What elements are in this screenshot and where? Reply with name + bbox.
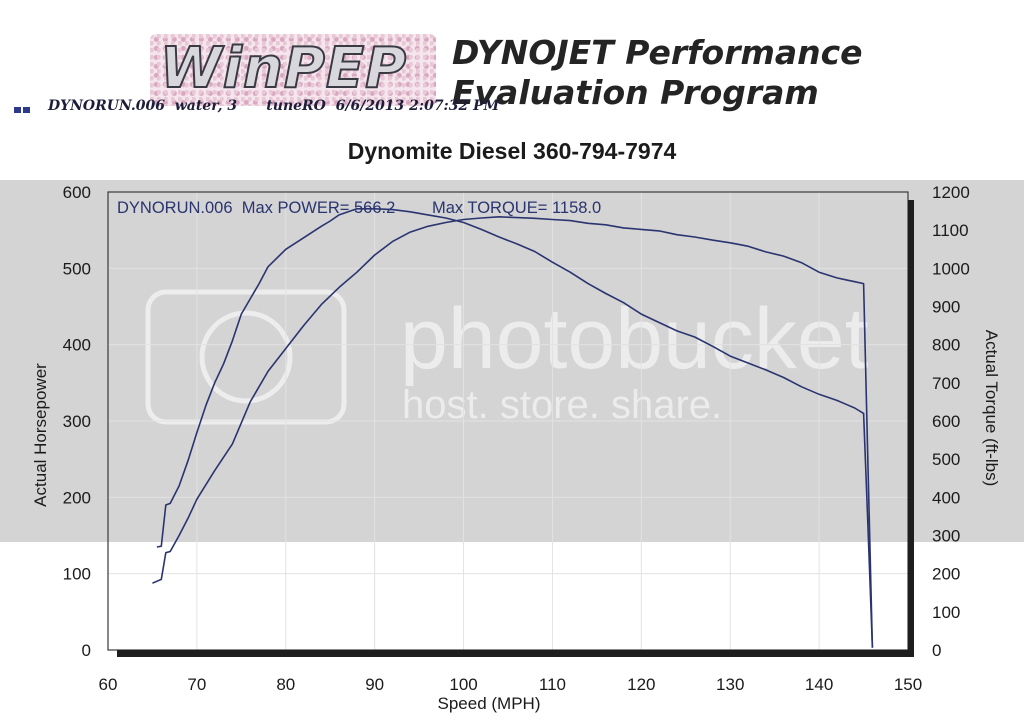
y-tick-label: 300 bbox=[63, 412, 91, 431]
y-tick-labels: 0 100 200 300 400 500 600 bbox=[63, 183, 91, 660]
x-tick-label: 120 bbox=[627, 675, 655, 694]
y2-tick-label: 200 bbox=[932, 565, 960, 584]
x-tick-label: 130 bbox=[716, 675, 744, 694]
x-tick-label: 110 bbox=[539, 675, 566, 694]
y2-tick-label: 500 bbox=[932, 450, 960, 469]
chart-title: Dynomite Diesel 360-794-7974 bbox=[347, 138, 677, 164]
torque-line bbox=[152, 216, 874, 648]
y2-tick-label: 0 bbox=[932, 641, 941, 660]
x-tick-labels: 60 70 80 90 100 110 120 130 140 150 bbox=[99, 675, 923, 694]
y2-axis-label: Actual Torque (ft-lbs) bbox=[982, 330, 1001, 487]
series-lines bbox=[152, 208, 874, 648]
winpep-logo: WinPEP bbox=[150, 34, 436, 106]
y-tick-label: 200 bbox=[63, 488, 91, 507]
x-tick-label: 100 bbox=[449, 675, 477, 694]
bottom-axis-bar bbox=[117, 650, 914, 657]
max-annotation: DYNORUN.006 Max POWER= 566.2 Max TORQUE=… bbox=[117, 199, 601, 217]
y2-tick-label: 1100 bbox=[932, 221, 969, 240]
y2-tick-label: 900 bbox=[932, 298, 960, 317]
x-tick-label: 90 bbox=[365, 675, 384, 694]
brand-line-1: DYNOJET Performance bbox=[452, 33, 863, 72]
watermark-text-2: host. store. share. bbox=[402, 383, 722, 427]
horsepower-line bbox=[156, 208, 874, 648]
x-tick-label: 60 bbox=[99, 675, 118, 694]
watermark-band bbox=[0, 180, 1024, 542]
run-legend-marker bbox=[14, 100, 32, 118]
y2-tick-label: 300 bbox=[932, 527, 960, 546]
watermark bbox=[145, 289, 347, 425]
y-tick-label: 100 bbox=[63, 565, 91, 584]
logo-text: WinPEP bbox=[159, 35, 408, 102]
right-axis-bar bbox=[908, 200, 914, 657]
x-tick-label: 70 bbox=[187, 675, 206, 694]
brand-line-2: Evaluation Program bbox=[452, 73, 819, 112]
y2-tick-label: 1200 bbox=[932, 183, 970, 202]
y2-tick-label: 1000 bbox=[932, 259, 970, 278]
run-info: DYNORUN.006 water, 3 tuneRO 6/6/2013 2:0… bbox=[48, 98, 500, 114]
y2-tick-label: 700 bbox=[932, 374, 960, 393]
watermark-text-1: photobucket bbox=[400, 291, 869, 387]
x-axis-label: Speed (MPH) bbox=[438, 694, 541, 713]
y2-tick-label: 100 bbox=[932, 603, 960, 622]
y2-tick-label: 400 bbox=[932, 488, 960, 507]
x-tick-label: 80 bbox=[276, 675, 295, 694]
axes bbox=[107, 191, 914, 657]
y2-tick-label: 600 bbox=[932, 412, 960, 431]
y-tick-label: 500 bbox=[63, 259, 91, 278]
y-tick-label: 0 bbox=[82, 641, 91, 660]
x-tick-label: 140 bbox=[805, 675, 833, 694]
y-tick-label: 400 bbox=[63, 336, 91, 355]
y-axis-label: Actual Horsepower bbox=[31, 363, 50, 507]
y2-tick-labels: 0 100 200 300 400 500 600 700 800 900 1000 1100 1200 bbox=[932, 183, 970, 660]
y-tick-label: 600 bbox=[63, 183, 91, 202]
y2-tick-label: 800 bbox=[932, 336, 960, 355]
x-tick-label: 150 bbox=[894, 675, 922, 694]
